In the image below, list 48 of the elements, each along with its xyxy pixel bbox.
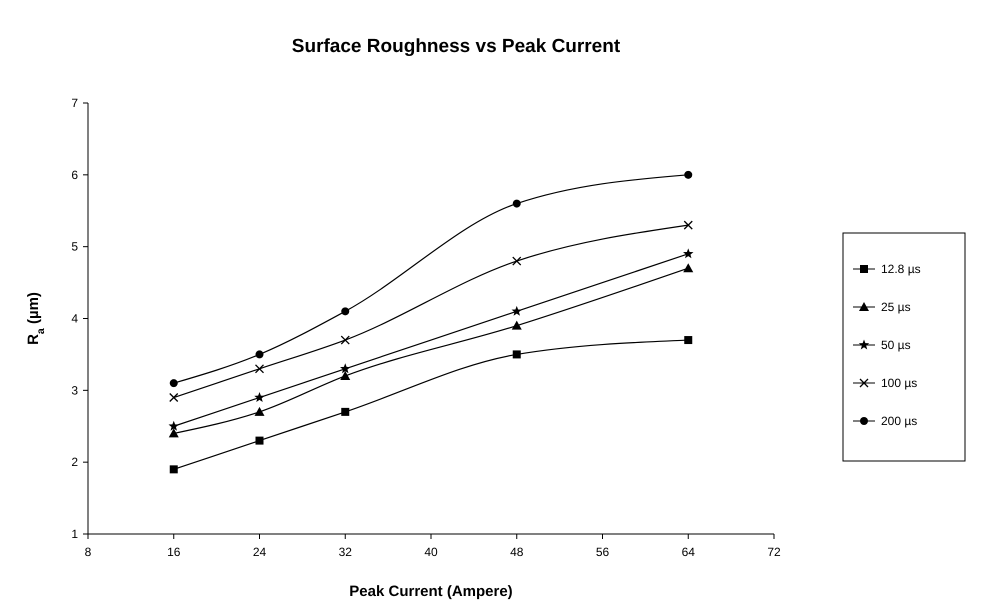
legend-label: 100 µs bbox=[881, 376, 918, 390]
y-tick-label: 4 bbox=[71, 312, 78, 326]
y-tick-label: 5 bbox=[71, 240, 78, 254]
point bbox=[684, 220, 693, 230]
x-axis-title: Peak Current (Ampere) bbox=[349, 583, 513, 600]
x-tick-label: 8 bbox=[84, 545, 92, 559]
point bbox=[170, 379, 178, 388]
legend-label: 50 µs bbox=[881, 338, 911, 352]
point bbox=[170, 465, 178, 474]
x-tick-label: 24 bbox=[252, 545, 266, 559]
legend-label: 25 µs bbox=[881, 300, 911, 314]
x-tick-label: 32 bbox=[338, 545, 352, 559]
point bbox=[254, 406, 264, 416]
y-tick-label: 6 bbox=[71, 168, 78, 182]
y-tick-label: 2 bbox=[71, 455, 78, 470]
x-tick-label: 16 bbox=[167, 545, 181, 559]
point bbox=[256, 350, 264, 358]
legend-label: 200 µs bbox=[881, 414, 918, 428]
x-tick-label: 48 bbox=[510, 545, 524, 559]
point bbox=[168, 420, 179, 431]
point bbox=[512, 200, 521, 208]
point bbox=[684, 336, 692, 344]
point bbox=[683, 248, 694, 258]
point bbox=[340, 370, 350, 380]
point bbox=[512, 306, 522, 316]
point bbox=[512, 350, 521, 358]
chart-title: Surface Roughness vs Peak Current bbox=[292, 36, 621, 57]
point bbox=[256, 436, 264, 445]
y-tick-label: 3 bbox=[71, 383, 78, 398]
x-tick-label: 40 bbox=[424, 545, 438, 559]
y-tick-label: 1 bbox=[71, 527, 78, 541]
point bbox=[512, 256, 522, 266]
point bbox=[512, 320, 522, 330]
y-tick-label: 7 bbox=[71, 96, 78, 110]
point bbox=[169, 392, 178, 402]
point bbox=[683, 263, 694, 272]
point bbox=[254, 392, 265, 402]
point bbox=[341, 408, 350, 416]
x-tick-label: 64 bbox=[682, 545, 696, 559]
x-tick-label: 56 bbox=[596, 545, 610, 559]
point bbox=[168, 428, 179, 438]
legend-label: 12.8 µs bbox=[881, 262, 921, 276]
point bbox=[684, 170, 692, 179]
x-tick-label: 72 bbox=[767, 545, 781, 559]
point bbox=[340, 363, 350, 374]
point bbox=[254, 364, 264, 374]
point bbox=[341, 307, 350, 316]
point bbox=[340, 335, 350, 345]
